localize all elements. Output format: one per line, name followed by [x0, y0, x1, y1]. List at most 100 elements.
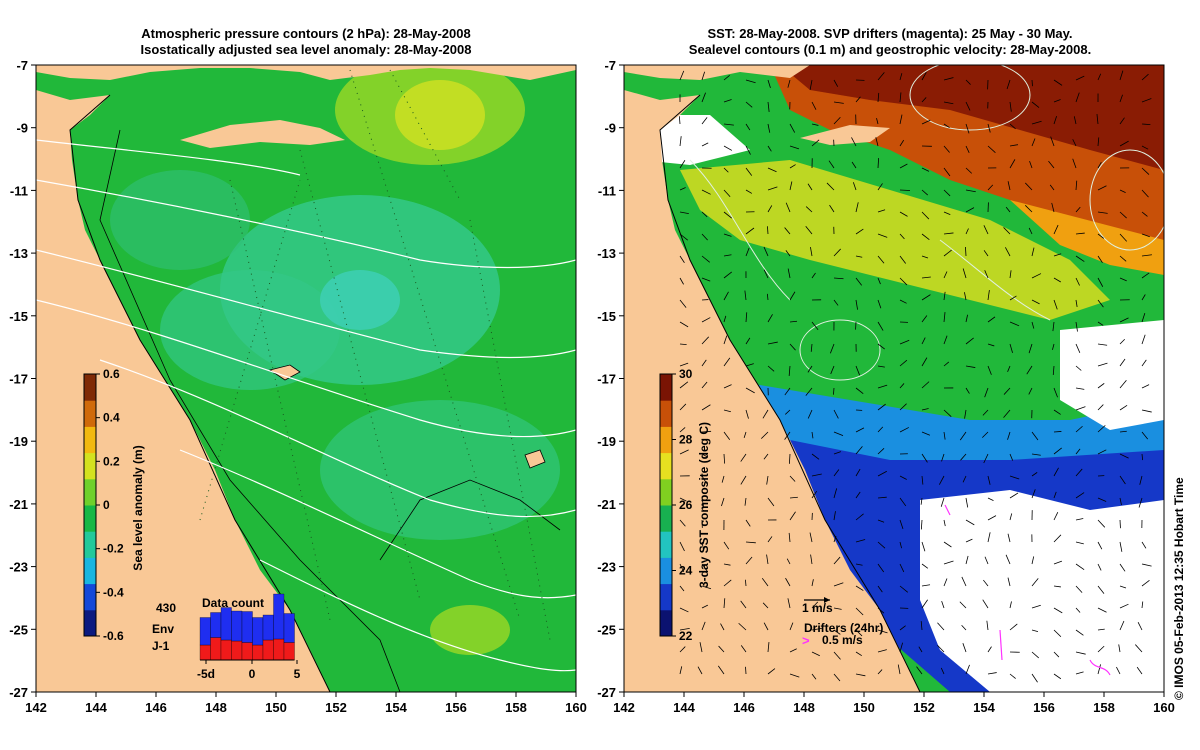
colorbar-tick-label: 28: [679, 433, 693, 447]
velocity-arrow: [877, 183, 883, 191]
velocity-arrow: [877, 563, 885, 573]
x-tick-label: 150: [853, 700, 875, 715]
y-tick-label: -27: [597, 685, 616, 700]
velocity-arrow: [679, 449, 689, 455]
velocity-arrow: [723, 254, 732, 257]
velocity-arrow: [984, 556, 989, 565]
velocity-arrow: [699, 642, 703, 653]
velocity-arrow: [899, 73, 903, 81]
velocity-arrow: [877, 519, 885, 523]
velocity-arrow: [1119, 541, 1123, 552]
velocity-arrow: [679, 187, 686, 191]
velocity-arrow: [1005, 206, 1011, 213]
velocity-arrow: [920, 621, 923, 631]
velocity-arrow: [1031, 651, 1040, 659]
colorbar-segment: [84, 374, 96, 401]
velocity-arrow: [962, 268, 967, 279]
velocity-scale-arrowhead: [824, 597, 830, 603]
velocity-arrow: [983, 579, 989, 587]
velocity-arrow: [767, 145, 772, 152]
velocity-arrow: [899, 255, 906, 264]
velocity-arrow: [1141, 563, 1152, 567]
velocity-arrow: [1053, 116, 1058, 125]
velocity-arrow: [941, 600, 945, 609]
velocity-arrow: [767, 497, 775, 507]
velocity-arrow: [943, 271, 948, 279]
velocity-arrow: [962, 475, 967, 483]
velocity-arrow: [940, 667, 945, 675]
velocity-arrow: [717, 665, 725, 675]
y-tick-label: -11: [10, 183, 28, 198]
velocity-arrow: [679, 277, 684, 285]
velocity-arrow: [965, 79, 971, 85]
velocity-arrow: [1116, 666, 1121, 675]
x-tick-label: 154: [385, 700, 407, 715]
velocity-arrow: [833, 277, 844, 280]
velocity-arrow: [1097, 321, 1104, 326]
velocity-arrow: [965, 314, 968, 323]
velocity-arrow: [899, 383, 905, 389]
velocity-arrow: [1028, 227, 1033, 235]
velocity-arrow: [899, 585, 909, 593]
right-drifter-tracks: [944, 504, 1111, 676]
left-y-axis: -7 -9 -11 -13 -15 -17 -19 -21 -23 -25 -27: [9, 58, 36, 700]
velocity-arrow: [877, 541, 886, 549]
right-colorbar-label: 3-day SST composite (deg C): [697, 422, 711, 588]
datacount-j1-label: J-1: [152, 639, 170, 653]
velocity-arrow: [745, 387, 755, 394]
velocity-arrow: [1052, 343, 1055, 350]
velocity-arrow: [811, 101, 817, 110]
right-velocity-arrows: [678, 70, 1152, 683]
velocity-arrow: [899, 114, 903, 125]
x-tick-label: 150: [265, 700, 287, 715]
velocity-arrow: [745, 579, 747, 587]
velocity-arrow: [679, 136, 682, 147]
velocity-arrow: [833, 409, 839, 419]
velocity-arrow: [877, 470, 887, 477]
velocity-arrow: [962, 643, 967, 653]
velocity-arrow: [1075, 277, 1080, 286]
velocity-arrow: [921, 255, 929, 259]
velocity-arrow: [943, 167, 951, 177]
velocity-arrow: [983, 453, 989, 464]
velocity-arrow: [1007, 533, 1011, 543]
velocity-arrow: [876, 118, 879, 125]
left-satellite-tracks: [199, 69, 551, 641]
left-anomaly-blob: [110, 170, 250, 270]
velocity-arrow: [767, 101, 770, 112]
velocity-arrow: [921, 97, 927, 103]
velocity-arrow: [1053, 467, 1059, 477]
velocity-arrow: [833, 607, 842, 610]
velocity-arrow: [855, 491, 861, 499]
velocity-arrow: [1096, 114, 1099, 125]
velocity-arrow: [1141, 294, 1146, 301]
velocity-arrow: [877, 72, 885, 81]
velocity-arrow: [855, 365, 860, 376]
velocity-arrow: [921, 541, 926, 552]
velocity-arrow: [1031, 629, 1039, 632]
velocity-arrow: [899, 403, 907, 411]
velocity-arrow: [805, 206, 813, 213]
velocity-arrow: [1009, 492, 1019, 499]
velocity-arrow: [723, 123, 734, 126]
velocity-arrow: [987, 646, 992, 653]
velocity-arrow: [899, 519, 904, 529]
velocity-arrow: [982, 599, 989, 609]
velocity-arrow: [918, 646, 923, 653]
velocity-arrow: [1138, 497, 1143, 508]
velocity-arrow: [877, 321, 884, 331]
velocity-arrow: [1119, 233, 1127, 242]
velocity-arrow: [1003, 409, 1011, 418]
velocity-arrow: [723, 563, 731, 566]
colorbar-tick-label: 0.2: [103, 454, 120, 468]
velocity-arrow: [921, 294, 931, 301]
velocity-arrow: [877, 343, 885, 350]
velocity-arrow: [987, 497, 994, 501]
velocity-arrow: [1118, 644, 1121, 653]
velocity-arrow: [1119, 380, 1127, 389]
colorbar-segment: [660, 505, 672, 532]
velocity-arrow: [987, 123, 991, 133]
datacount-bar-j1: [283, 642, 295, 661]
left-shelf-contour: [379, 479, 561, 561]
left-title: Atmospheric pressure contours (2 hPa): 2…: [36, 26, 576, 58]
